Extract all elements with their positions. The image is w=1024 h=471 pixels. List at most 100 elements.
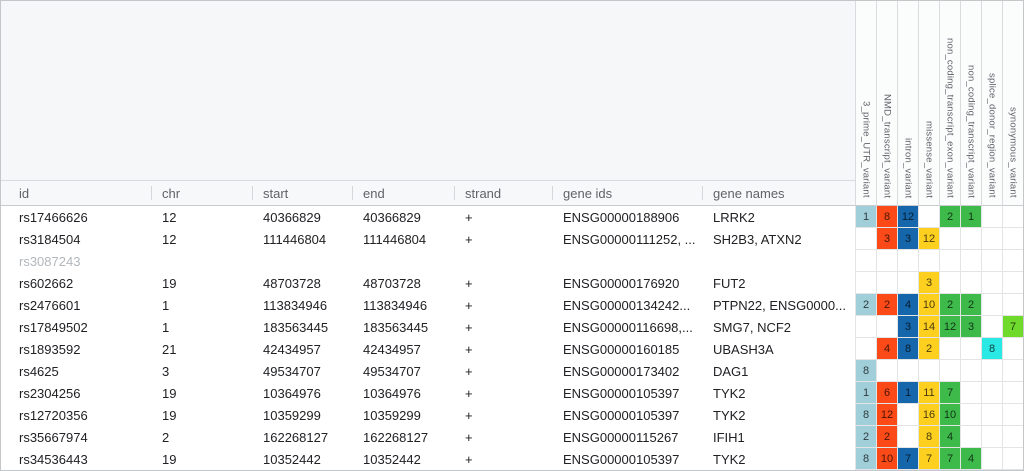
cell-end[interactable]: 49534707 [352,360,454,382]
cell-id[interactable]: rs17849502 [1,316,151,338]
column-header-id[interactable]: id [1,181,151,206]
cell-end[interactable]: 113834946 [352,294,454,316]
variant-count-cell[interactable]: 8 [897,338,918,360]
variant-count-cell[interactable]: 3 [897,228,918,250]
variant-count-cell[interactable]: 7 [897,448,918,470]
cell-gene_names[interactable]: TYK2 [702,382,855,404]
variant-count-cell[interactable]: 10 [876,448,897,470]
cell-chr[interactable] [151,250,252,272]
cell-chr[interactable]: 19 [151,404,252,426]
cell-gene_ids[interactable]: ENSG00000173402 [552,360,702,382]
cell-gene_ids[interactable]: ENSG00000105397 [552,448,702,470]
cell-id[interactable]: rs35667974 [1,426,151,448]
cell-id[interactable]: rs602662 [1,272,151,294]
cell-end[interactable]: 48703728 [352,272,454,294]
cell-chr[interactable]: 1 [151,316,252,338]
cell-chr[interactable]: 21 [151,338,252,360]
cell-end[interactable]: 10352442 [352,448,454,470]
cell-gene_names[interactable]: LRRK2 [702,206,855,228]
variant-count-cell[interactable]: 10 [918,294,939,316]
variant-count-cell[interactable]: 12 [897,206,918,228]
variant-count-cell[interactable]: 2 [855,426,876,448]
variant-count-cell[interactable]: 10 [939,404,960,426]
variant-count-cell[interactable]: 3 [876,228,897,250]
variant-count-cell[interactable]: 8 [855,404,876,426]
cell-gene_names[interactable]: IFIH1 [702,426,855,448]
cell-start[interactable]: 48703728 [252,272,352,294]
cell-gene_names[interactable] [702,250,855,272]
cell-gene_names[interactable]: DAG1 [702,360,855,382]
variant-count-cell[interactable]: 2 [939,206,960,228]
cell-id[interactable]: rs1893592 [1,338,151,360]
variant-count-cell[interactable]: 8 [981,338,1002,360]
cell-gene_ids[interactable]: ENSG00000134242... [552,294,702,316]
cell-end[interactable]: 111446804 [352,228,454,250]
variant-count-cell[interactable]: 2 [939,294,960,316]
variant-count-cell[interactable]: 2 [855,294,876,316]
cell-id[interactable]: rs2304256 [1,382,151,404]
cell-end[interactable]: 42434957 [352,338,454,360]
variant-count-cell[interactable]: 2 [918,338,939,360]
variant-count-cell[interactable]: 4 [939,426,960,448]
variant-count-cell[interactable]: 6 [876,382,897,404]
variant-count-cell[interactable]: 3 [918,272,939,294]
variant-count-cell[interactable]: 8 [918,426,939,448]
variant-count-cell[interactable]: 2 [876,294,897,316]
cell-start[interactable]: 10359299 [252,404,352,426]
cell-gene_ids[interactable]: ENSG00000188906 [552,206,702,228]
variant-count-cell[interactable]: 7 [918,448,939,470]
variant-count-cell[interactable]: 1 [855,382,876,404]
variant-count-cell[interactable]: 8 [876,206,897,228]
cell-chr[interactable]: 2 [151,426,252,448]
variant-count-cell[interactable]: 12 [918,228,939,250]
cell-gene_names[interactable]: PTPN22, ENSG0000... [702,294,855,316]
variant-count-cell[interactable]: 7 [939,382,960,404]
column-header-splice-donor-region-variant[interactable]: splice_donor_region_variant [981,1,1002,206]
cell-strand[interactable]: + [454,404,552,426]
cell-strand[interactable]: + [454,360,552,382]
column-header-gene-ids[interactable]: gene ids [552,181,702,206]
cell-start[interactable]: 10364976 [252,382,352,404]
variant-count-cell[interactable]: 8 [855,448,876,470]
variant-count-cell[interactable]: 11 [918,382,939,404]
cell-start[interactable]: 42434957 [252,338,352,360]
column-header-start[interactable]: start [252,181,352,206]
cell-gene_ids[interactable]: ENSG00000111252, ... [552,228,702,250]
cell-start[interactable]: 183563445 [252,316,352,338]
cell-gene_names[interactable]: SMG7, NCF2 [702,316,855,338]
cell-chr[interactable]: 12 [151,228,252,250]
cell-strand[interactable]: + [454,448,552,470]
cell-gene_ids[interactable]: ENSG00000105397 [552,404,702,426]
cell-gene_names[interactable]: FUT2 [702,272,855,294]
variant-count-cell[interactable]: 4 [897,294,918,316]
cell-id[interactable]: rs4625 [1,360,151,382]
cell-end[interactable]: 40366829 [352,206,454,228]
column-header-missense-variant[interactable]: missense_variant [918,1,939,206]
column-header-intron-variant[interactable]: intron_variant [897,1,918,206]
variant-count-cell[interactable]: 1 [855,206,876,228]
cell-id[interactable]: rs12720356 [1,404,151,426]
column-header-nmd-transcript-variant[interactable]: NMD_transcript_variant [876,1,897,206]
cell-gene_ids[interactable]: ENSG00000160185 [552,338,702,360]
variant-count-cell[interactable]: 3 [897,316,918,338]
cell-end[interactable]: 10364976 [352,382,454,404]
cell-gene_ids[interactable]: ENSG00000116698,... [552,316,702,338]
variant-count-cell[interactable]: 2 [960,294,981,316]
variant-count-cell[interactable]: 7 [939,448,960,470]
cell-chr[interactable]: 3 [151,360,252,382]
cell-strand[interactable]: + [454,272,552,294]
cell-strand[interactable]: + [454,316,552,338]
column-header-non-coding-transcript-variant[interactable]: non_coding_transcript_variant [960,1,981,206]
cell-chr[interactable]: 12 [151,206,252,228]
variant-count-cell[interactable]: 7 [1002,316,1023,338]
cell-id[interactable]: rs34536443 [1,448,151,470]
cell-end[interactable]: 162268127 [352,426,454,448]
variant-count-cell[interactable]: 1 [960,206,981,228]
column-header-non-coding-transcript-exon-variant[interactable]: non_coding_transcript_exon_variant [939,1,960,206]
cell-gene_names[interactable]: TYK2 [702,448,855,470]
cell-id[interactable]: rs3087243 [1,250,151,272]
cell-gene_ids[interactable]: ENSG00000115267 [552,426,702,448]
variant-count-cell[interactable]: 14 [918,316,939,338]
cell-gene_names[interactable]: UBASH3A [702,338,855,360]
cell-id[interactable]: rs3184504 [1,228,151,250]
